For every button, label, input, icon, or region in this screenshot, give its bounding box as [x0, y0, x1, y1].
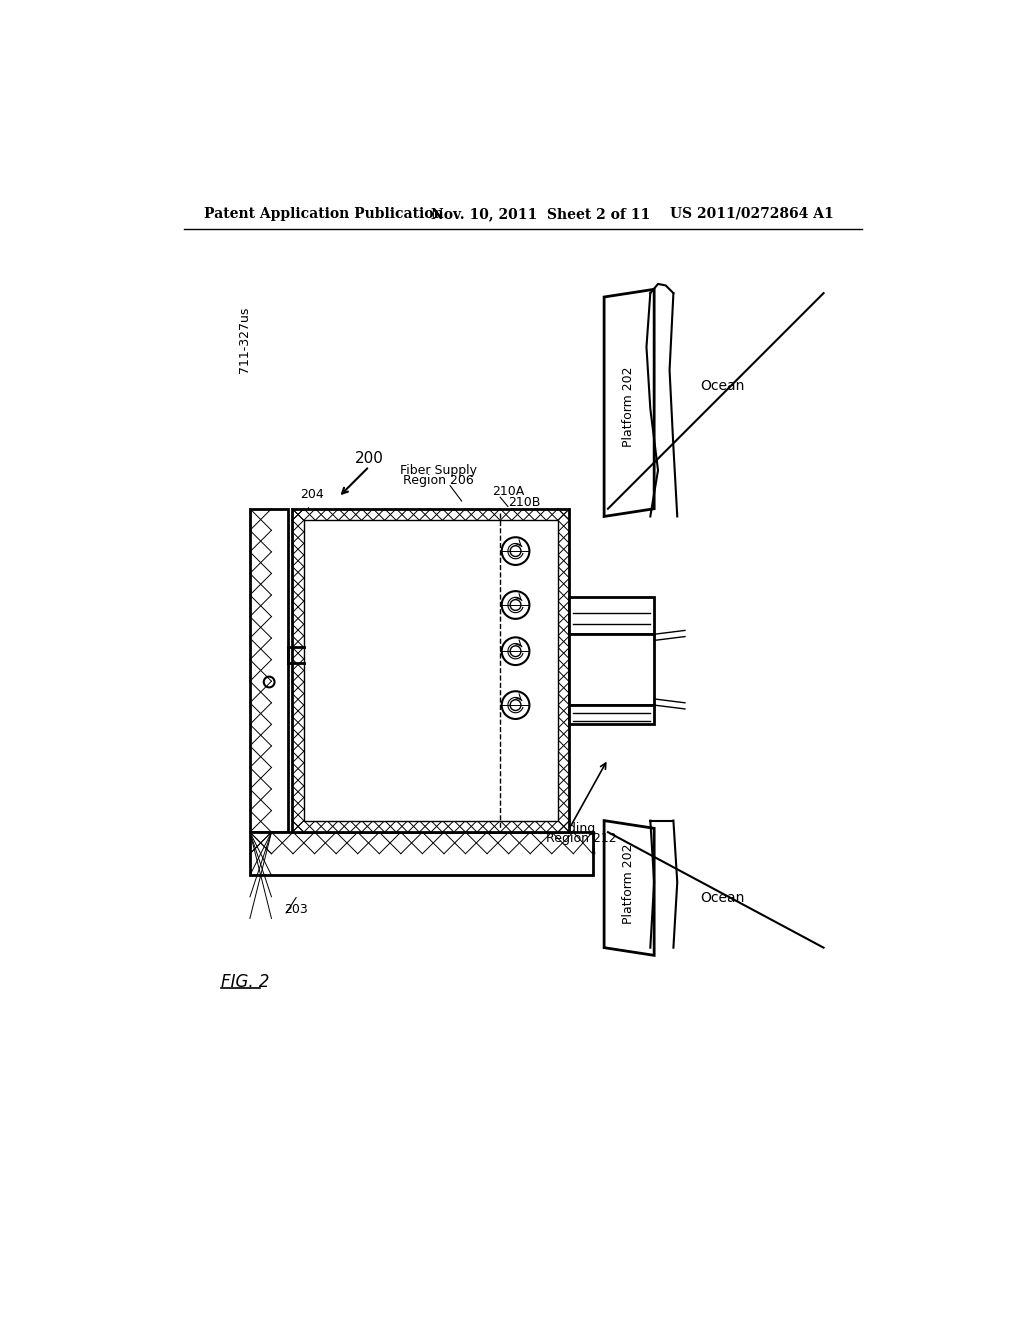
Bar [569, 635, 654, 705]
Text: Ocean: Ocean [700, 891, 744, 904]
Text: 203: 203 [285, 903, 308, 916]
Text: Fiber Supply: Fiber Supply [400, 463, 477, 477]
Text: 205: 205 [357, 570, 382, 583]
Text: FIG. 2: FIG. 2 [221, 973, 270, 991]
Text: 210B: 210B [508, 496, 541, 510]
Text: 200: 200 [355, 451, 384, 466]
Text: 207: 207 [391, 539, 415, 552]
Text: Platform 202: Platform 202 [623, 366, 635, 446]
Text: 204: 204 [300, 488, 324, 502]
Text: 208B: 208B [427, 722, 460, 735]
Bar [569, 597, 654, 635]
Bar [250, 832, 593, 874]
Bar [304, 520, 558, 821]
Bar [292, 508, 569, 832]
Bar [250, 508, 289, 832]
Text: Nov. 10, 2011  Sheet 2 of 11: Nov. 10, 2011 Sheet 2 of 11 [431, 207, 650, 220]
Text: US 2011/0272864 A1: US 2011/0272864 A1 [670, 207, 834, 220]
Text: Molding: Molding [547, 822, 596, 834]
Text: Region 206: Region 206 [403, 474, 474, 487]
Text: 711-327us: 711-327us [238, 306, 251, 372]
Text: 214: 214 [604, 706, 628, 719]
Bar [569, 705, 654, 725]
Text: Platform 202: Platform 202 [623, 843, 635, 924]
Text: 214: 214 [604, 606, 628, 619]
Text: Region 212: Region 212 [547, 832, 617, 845]
Text: Ocean: Ocean [700, 379, 744, 392]
Text: Patent Application Publication: Patent Application Publication [204, 207, 443, 220]
Text: 213: 213 [604, 661, 628, 675]
Text: 210A: 210A [493, 484, 524, 498]
Text: 208A: 208A [431, 733, 463, 746]
